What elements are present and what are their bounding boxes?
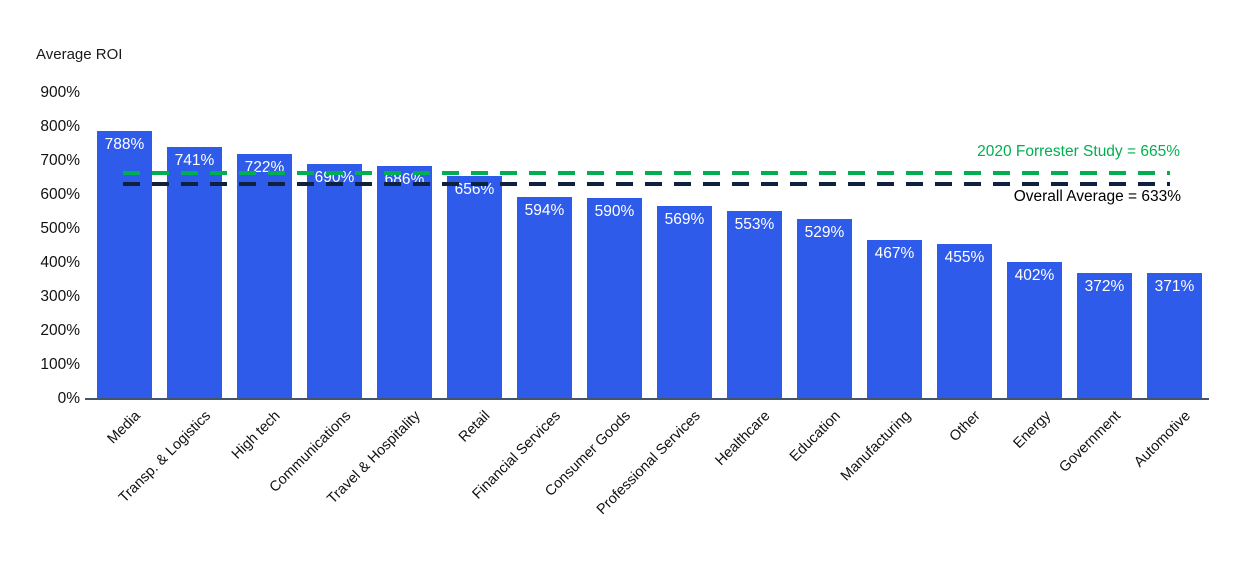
bar: 741% — [167, 147, 222, 399]
bar: 529% — [797, 219, 852, 399]
y-axis-tick-label: 700% — [40, 152, 80, 169]
x-axis-category-text: High tech — [229, 408, 284, 463]
y-axis-tick-label: 300% — [40, 288, 80, 305]
overall-average-dashed-line — [123, 181, 1170, 186]
bar: 455% — [937, 244, 992, 399]
x-axis-category-text: Media — [104, 408, 144, 448]
bar: 690% — [307, 164, 362, 399]
chart-title: Average ROI — [36, 46, 123, 63]
bar: 467% — [867, 240, 922, 399]
bar: 656% — [447, 175, 502, 399]
bar-value-label: 371% — [1154, 277, 1195, 295]
y-axis-tick-label: 900% — [40, 84, 80, 101]
bar: 590% — [587, 198, 642, 399]
bar: 722% — [237, 153, 292, 399]
bar-value-label: 372% — [1084, 277, 1125, 295]
bar-value-label: 553% — [734, 215, 775, 233]
x-axis-category-text: Energy — [1010, 408, 1054, 452]
y-axis-tick-label: 200% — [40, 322, 80, 339]
bar-value-label: 788% — [104, 136, 145, 154]
forrester-study-annotation: 2020 Forrester Study = 665% — [977, 143, 1180, 160]
y-axis-tick-label: 100% — [40, 356, 80, 373]
x-axis-category-text: Automotive — [1131, 408, 1194, 471]
y-axis-tick-label: 500% — [40, 220, 80, 237]
bar: 686% — [377, 165, 432, 399]
x-axis-category-text: Government — [1056, 408, 1124, 476]
x-axis-category-text: Other — [946, 408, 984, 445]
bar: 402% — [1007, 262, 1062, 399]
y-axis-tick-label: 0% — [57, 390, 80, 407]
bar: 553% — [727, 210, 782, 399]
bar-value-label: 741% — [174, 152, 215, 170]
bar-value-label: 529% — [804, 224, 845, 242]
y-axis-tick-label: 800% — [40, 118, 80, 135]
bar-value-label: 569% — [664, 210, 705, 228]
bar-value-label: 455% — [944, 249, 985, 267]
bar: 569% — [657, 205, 712, 399]
y-axis-tick-label: 600% — [40, 186, 80, 203]
x-axis-category-text: Retail — [456, 408, 494, 446]
overall-average-annotation: Overall Average = 633% — [1013, 188, 1181, 205]
x-axis-category-text: Education — [786, 408, 844, 465]
x-axis-category-text: Manufacturing — [837, 408, 914, 485]
bar: 594% — [517, 197, 572, 399]
x-axis-line — [85, 398, 1209, 400]
bar-value-label: 402% — [1014, 267, 1055, 285]
bar: 788% — [97, 131, 152, 399]
2020-forrester-study-dashed-line — [123, 170, 1170, 175]
bar-value-label: 590% — [594, 203, 635, 221]
x-axis-category-text: Healthcare — [712, 408, 774, 469]
bar: 372% — [1077, 272, 1132, 399]
y-axis-tick-label: 400% — [40, 254, 80, 271]
bar-value-label: 467% — [874, 245, 915, 263]
bar-value-label: 594% — [524, 202, 565, 220]
bar: 371% — [1147, 272, 1202, 399]
